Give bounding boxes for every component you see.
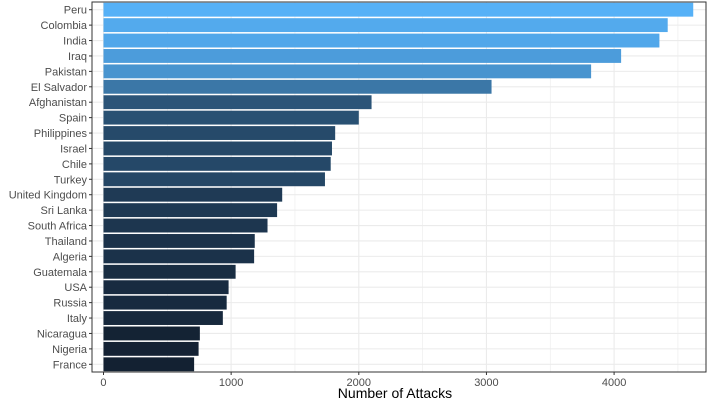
y-tick-label: Colombia — [41, 20, 88, 32]
bar-italy — [103, 311, 223, 325]
bar-peru — [103, 2, 694, 17]
y-tick-label: Nicaragua — [37, 328, 88, 340]
bar-thailand — [103, 234, 255, 248]
bar-south-africa — [103, 218, 268, 233]
y-tick-label: India — [63, 36, 88, 48]
y-tick-label: Russia — [53, 298, 88, 310]
plot-panel-background — [92, 2, 706, 372]
y-tick-label: Guatemala — [33, 267, 88, 279]
plot-panel-border — [91, 1, 707, 373]
y-tick-label: Pakistan — [45, 66, 87, 78]
y-tick-label: Chile — [62, 159, 87, 171]
x-tick-label: 4000 — [602, 377, 626, 389]
x-tick-label: 1000 — [219, 377, 243, 389]
y-tick-label: Spain — [59, 113, 87, 125]
x-axis-ticks: 0 1000 2000 3000 4000 — [100, 372, 626, 389]
y-tick-label: Nigeria — [52, 344, 88, 356]
x-tick-label: 3000 — [474, 377, 498, 389]
bar-colombia — [103, 18, 668, 33]
bar-usa — [103, 280, 229, 295]
x-tick-label: 0 — [100, 377, 106, 389]
bar-spain — [103, 110, 359, 125]
bar-guatemala — [103, 264, 236, 279]
bar-france — [103, 357, 195, 372]
y-tick-label: Peru — [64, 5, 87, 17]
bar-russia — [103, 295, 227, 310]
bar-iraq — [103, 49, 622, 63]
y-tick-label: Israel — [60, 143, 87, 155]
y-tick-label: Iraq — [68, 51, 87, 63]
x-axis-title: Number of Attacks — [338, 385, 452, 401]
bar-turkey — [103, 172, 325, 187]
bar-united-kingdom — [103, 187, 283, 202]
y-tick-label: USA — [64, 282, 87, 294]
y-tick-label: Afghanistan — [29, 97, 87, 109]
bar-el-salvador — [103, 79, 492, 94]
x-tick-label: 2000 — [347, 377, 371, 389]
bar-nicaragua — [103, 326, 200, 341]
bar-pakistan — [103, 64, 592, 79]
bar-algeria — [103, 249, 255, 264]
bar-india — [103, 33, 660, 48]
y-tick-label: South Africa — [28, 221, 88, 233]
y-tick-label: Philippines — [34, 128, 88, 140]
y-tick-label: Turkey — [54, 174, 88, 186]
y-tick-label: United Kingdom — [9, 190, 87, 202]
y-tick-label: Algeria — [53, 251, 88, 263]
y-tick-label: Sri Lanka — [41, 205, 88, 217]
y-tick-label: El Salvador — [31, 82, 88, 94]
bar-chile — [103, 156, 331, 171]
bars — [103, 2, 694, 372]
y-tick-labels: Peru Colombia India Iraq Pakistan El Salvador… — [9, 5, 92, 371]
y-tick-label: Thailand — [45, 236, 87, 248]
bar-afghanistan — [103, 95, 372, 110]
bar-israel — [103, 141, 332, 156]
bar-philippines — [103, 126, 336, 140]
bar-sri-lanka — [103, 203, 278, 218]
y-tick-label: Italy — [67, 313, 88, 325]
bar-nigeria — [103, 341, 199, 356]
y-tick-label: France — [53, 359, 87, 371]
